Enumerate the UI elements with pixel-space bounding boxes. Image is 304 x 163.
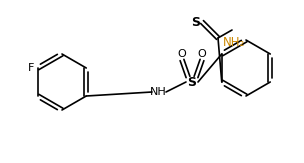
Text: O: O	[178, 49, 186, 59]
Text: F: F	[27, 63, 34, 73]
Text: S: S	[192, 15, 201, 29]
Text: S: S	[188, 75, 196, 89]
Text: NH₂: NH₂	[223, 36, 245, 49]
Text: NH: NH	[150, 87, 166, 97]
Text: O: O	[198, 49, 206, 59]
